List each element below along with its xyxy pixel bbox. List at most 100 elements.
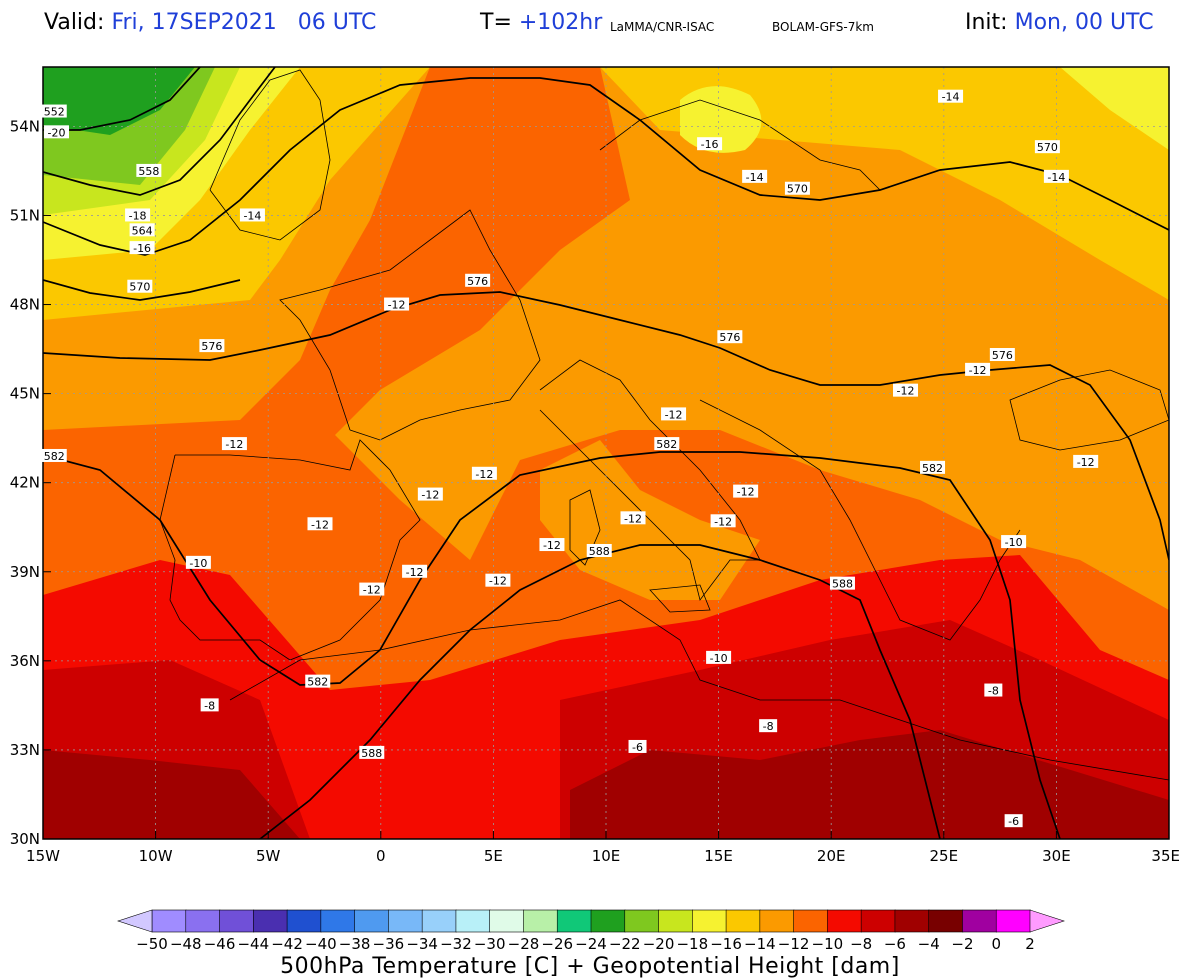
colorbar-end-right [1029, 909, 1065, 933]
height-contour-label: 576 [989, 348, 1015, 362]
colorbar-end-left [117, 909, 153, 933]
coastlines [159, 69, 1169, 781]
height-contour-label-text: 576 [467, 275, 488, 288]
height-contour-label: 588 [829, 576, 855, 591]
temperature-contour-label-box [402, 564, 428, 578]
temperature-contour-label: -12 [661, 407, 687, 421]
temperature-contour-label-text: -6 [632, 741, 643, 754]
height-contour-label-box [41, 104, 67, 118]
temperature-contour-label-text: -14 [1047, 171, 1065, 184]
temperature-contour-label-text: -16 [133, 242, 151, 255]
temperature-contour-label-text: -14 [942, 91, 960, 104]
colorbar-swatch [320, 909, 356, 933]
height-contour-label: 576 [199, 339, 225, 353]
colorbar-tick-label: −2 [951, 935, 973, 953]
lat-tick-label: 39N [10, 563, 40, 581]
temperature-contour-label: -10 [706, 650, 732, 665]
colorbar-tick-label: −20 [643, 935, 675, 953]
height-contour-label: 582 [920, 460, 946, 475]
colorbar-swatch [151, 909, 187, 933]
height-contour-label: 570 [784, 181, 810, 196]
height-contour-label-box [199, 339, 225, 353]
contour-570 [43, 279, 241, 301]
colorbar-tick-label: −14 [744, 935, 776, 953]
temperature-contour-label: -14 [239, 208, 265, 222]
temperature-contour-label-box [938, 89, 964, 103]
temperature-contour-label: -12 [471, 466, 497, 481]
temperature-contour-label-box [742, 169, 768, 183]
temperature-contour-label-box [307, 517, 333, 531]
lon-tick-label: 10W [139, 847, 173, 865]
height-contour-label-text: 576 [719, 331, 740, 344]
valid-value: Fri, 17SEP2021 06 UTC [111, 10, 377, 35]
height-contour-label-box [41, 448, 67, 462]
height-contours [43, 67, 1169, 839]
temperature-contour-label-text: -18 [129, 209, 147, 222]
height-contour-label: 576 [717, 330, 743, 344]
lat-tick-label: 54N [10, 117, 40, 135]
coast-iberia [159, 439, 421, 661]
colorbar-tick-label: 0 [991, 935, 1001, 953]
colorbar-tick-label: 2 [1025, 935, 1035, 953]
temperature-contour-label-box [965, 362, 991, 376]
colorbar-swatch [421, 909, 457, 933]
temperature-contour-label-text: -12 [543, 539, 561, 552]
temperature-contour-label-box [984, 683, 1003, 697]
coast-africa [229, 599, 1169, 781]
coast-britain [209, 69, 331, 241]
lat-tick-label: 30N [10, 830, 40, 848]
temperature-contour-label-box [539, 538, 565, 552]
temperature-contour-label-box [239, 208, 265, 222]
height-contour-label: 558 [136, 163, 162, 178]
colorbar-swatch [759, 909, 795, 933]
colorbar-tick-label: −12 [778, 935, 810, 953]
band-minus16-baltic [680, 86, 762, 153]
colorbar-tick-label: −4 [918, 935, 940, 953]
temperature-contour-label: -10 [1001, 535, 1027, 549]
temperature-contour-label-box [359, 582, 385, 596]
temperature-contour-label: -8 [759, 719, 778, 733]
height-contour-label-text: 582 [307, 676, 328, 689]
valid-label: Valid: [44, 10, 105, 35]
lat-tick-label: 36N [10, 652, 40, 670]
temperature-contour-label-text: -6 [1008, 815, 1019, 828]
temperature-contour-label-box [1004, 814, 1023, 828]
height-contour-label-text: 576 [992, 349, 1013, 362]
init-label: Init: [965, 10, 1008, 35]
colorbar-tick-label: −48 [170, 935, 202, 953]
temperature-contour-label-box [200, 698, 219, 712]
colorbar-tick-label: −22 [609, 935, 641, 953]
colorbar-tick-label: −40 [305, 935, 337, 953]
lon-tick-label: 20E [817, 847, 846, 865]
axis-ticks: 15W 10W 5W 0 5E 10E 15E 20E 25E 30E 35E 54N 51N 48N 45… [10, 117, 1180, 865]
temperature-contour-label-box [710, 514, 736, 528]
lon-tick-label: 5E [484, 847, 503, 865]
temperature-contour-label-text: -16 [701, 138, 719, 151]
temperature-contour-label: -12 [893, 383, 919, 398]
colorbar-tick-label: −44 [237, 935, 269, 953]
temperature-labels: -20 -18 -16 -14 -16 -14 -14 -14 -12 -12 -12 -12 -12 -… [44, 89, 1099, 828]
contour-582 [43, 451, 1061, 839]
temperature-contour-label: -12 [733, 484, 759, 499]
temperature-contour-label-box [485, 573, 511, 587]
source-label: LaMMA/CNR-ISAC [610, 20, 715, 34]
colorbar-swatch [219, 909, 255, 933]
height-contour-label-box [829, 576, 855, 590]
colorbar-swatch [455, 909, 491, 933]
coast-sicily [649, 584, 711, 613]
temperature-contour-label: -12 [359, 582, 385, 597]
temperature-contour-label-text: -10 [710, 652, 728, 665]
contour-564 [43, 77, 1169, 256]
band-minus22-northwest [43, 67, 195, 135]
colorbar-swatch [928, 909, 964, 933]
temperature-contour-label-box [661, 407, 687, 421]
temperature-contour-label: -14 [938, 89, 964, 104]
temperature-contour-label-box [628, 739, 647, 753]
height-contour-label-text: 588 [361, 747, 382, 760]
colorbar-tick-label: −30 [474, 935, 506, 953]
colorbar-swatch [185, 909, 221, 933]
temperature-contour-label: -16 [697, 137, 723, 151]
height-contour-label-text: 570 [129, 281, 150, 294]
valid-time: Valid: Fri, 17SEP2021 06 UTC [44, 10, 376, 35]
